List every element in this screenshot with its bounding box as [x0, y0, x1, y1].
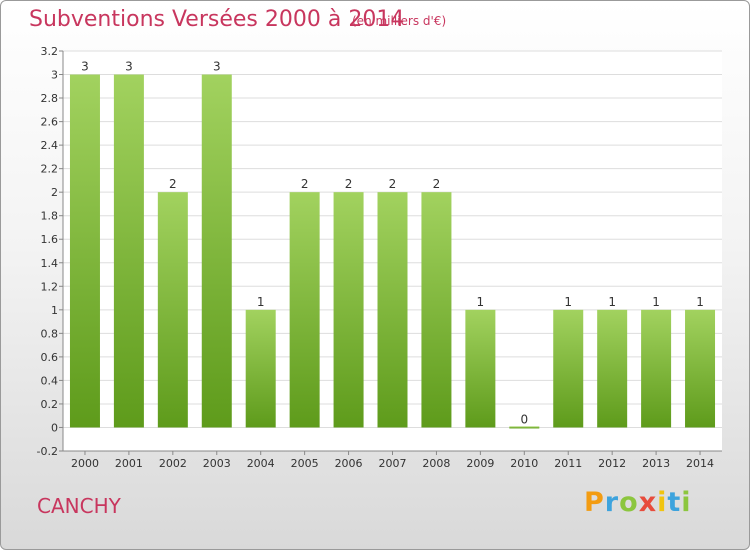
chart-title: Subventions Versées 2000 à 2014 — [29, 7, 405, 32]
y-tick-label: 0.6 — [41, 351, 59, 364]
x-tick-label: 2010 — [510, 457, 538, 470]
y-tick-label: 3.2 — [41, 45, 59, 58]
x-tick-label: 2011 — [554, 457, 582, 470]
x-tick-label: 2008 — [422, 457, 450, 470]
x-tick-label: 2012 — [598, 457, 626, 470]
y-tick-label: 2.6 — [41, 116, 59, 129]
bar-value-label: 1 — [477, 295, 485, 309]
bar — [245, 309, 276, 428]
y-tick-label: 1 — [51, 304, 58, 317]
bar-value-label: 1 — [608, 295, 616, 309]
bar-value-label: 0 — [520, 412, 528, 426]
bar — [157, 192, 188, 428]
bar — [377, 192, 408, 428]
x-tick-label: 2013 — [642, 457, 670, 470]
x-tick-label: 2005 — [291, 457, 319, 470]
bar-value-label: 1 — [652, 295, 660, 309]
bar-value-label: 3 — [81, 60, 89, 74]
chart-subtitle: (en milliers d'€) — [352, 14, 447, 28]
bar — [553, 309, 584, 428]
y-tick-label: 2.8 — [41, 92, 59, 105]
bar-value-label: 2 — [169, 177, 177, 191]
bar — [597, 309, 628, 428]
bar-value-label: 2 — [301, 177, 309, 191]
bar — [201, 74, 232, 428]
commune-name: CANCHY — [37, 494, 121, 518]
x-tick-label: 2006 — [335, 457, 363, 470]
x-tick-label: 2007 — [379, 457, 407, 470]
bar-value-label: 2 — [345, 177, 353, 191]
y-tick-label: 1.4 — [41, 257, 59, 270]
y-tick-label: 0.2 — [41, 398, 59, 411]
x-tick-label: 2001 — [115, 457, 143, 470]
bar — [509, 426, 540, 429]
y-tick-label: 2.4 — [41, 139, 59, 152]
bar — [465, 309, 496, 428]
proxiti-logo: Proxiti — [584, 487, 692, 518]
y-tick-label: -0.2 — [37, 445, 58, 458]
bar-value-label: 1 — [696, 295, 704, 309]
y-tick-label: 0.4 — [41, 374, 59, 387]
bar-value-label: 3 — [125, 60, 133, 74]
x-tick-label: 2009 — [466, 457, 494, 470]
y-tick-label: 2 — [51, 186, 58, 199]
x-tick-label: 2000 — [71, 457, 99, 470]
y-tick-label: 1.2 — [41, 280, 59, 293]
bar — [685, 309, 716, 428]
y-tick-label: 0.8 — [41, 327, 59, 340]
y-tick-label: 2.2 — [41, 163, 59, 176]
bar — [641, 309, 672, 428]
y-tick-label: 3 — [51, 69, 58, 82]
x-tick-label: 2002 — [159, 457, 187, 470]
y-tick-label: 1.6 — [41, 233, 59, 246]
y-tick-label: 1.8 — [41, 210, 59, 223]
bar — [69, 74, 100, 428]
bar — [421, 192, 452, 428]
bar-value-label: 1 — [564, 295, 572, 309]
bar-value-label: 1 — [257, 295, 265, 309]
bar — [113, 74, 144, 428]
x-tick-label: 2014 — [686, 457, 714, 470]
x-tick-label: 2004 — [247, 457, 275, 470]
bar-value-label: 2 — [389, 177, 397, 191]
bar — [289, 192, 320, 428]
bar — [333, 192, 364, 428]
y-tick-label: 0 — [51, 421, 58, 434]
bar-value-label: 3 — [213, 60, 221, 74]
bar-value-label: 2 — [433, 177, 441, 191]
x-tick-label: 2003 — [203, 457, 231, 470]
